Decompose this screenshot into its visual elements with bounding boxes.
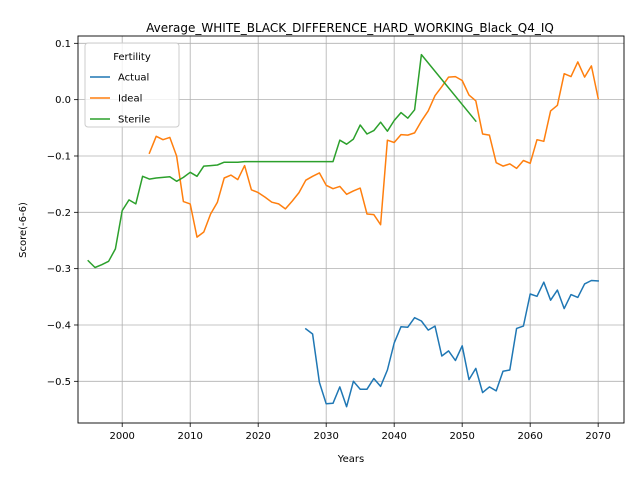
x-axis-label: Years [337, 454, 364, 465]
x-tick-label: 2070 [585, 431, 610, 442]
legend-label-actual: Actual [118, 73, 149, 84]
legend: Fertility Actual Ideal Sterile [85, 43, 179, 127]
x-tick-label: 2050 [449, 431, 474, 442]
x-tick-label: 2000 [109, 431, 134, 442]
y-tick-label: 0.1 [55, 39, 71, 50]
y-tick-label: 0.0 [55, 95, 71, 106]
x-tick-label: 2020 [245, 431, 270, 442]
x-tick-label: 2010 [177, 431, 202, 442]
x-tick-label: 2060 [517, 431, 542, 442]
y-tick-label: −0.5 [47, 377, 71, 388]
legend-title: Fertility [113, 52, 151, 63]
y-tick-label: −0.1 [47, 151, 71, 162]
legend-label-sterile: Sterile [118, 115, 150, 126]
chart-title: Average_WHITE_BLACK_DIFFERENCE_HARD_WORK… [146, 21, 554, 35]
y-tick-label: −0.2 [47, 208, 71, 219]
x-tick-label: 2030 [313, 431, 338, 442]
x-tick-label: 2040 [381, 431, 406, 442]
y-axis-label: Score(-6-6) [18, 202, 29, 258]
y-tick-label: −0.4 [47, 320, 71, 331]
legend-label-ideal: Ideal [118, 94, 142, 105]
y-tick-label: −0.3 [47, 264, 71, 275]
